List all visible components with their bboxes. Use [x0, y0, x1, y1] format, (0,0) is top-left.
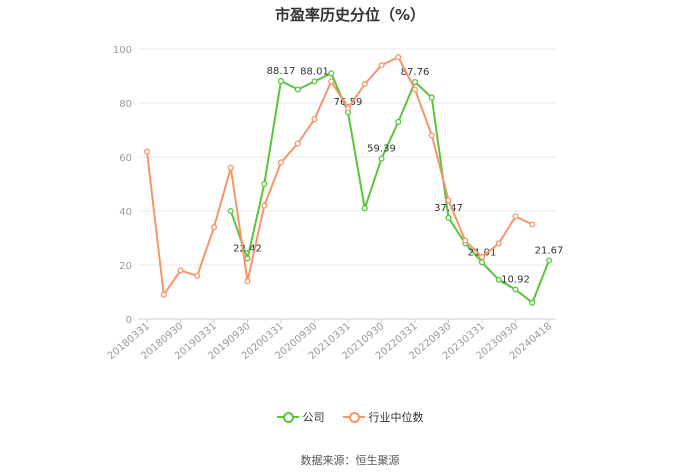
data-label: 21.01 — [468, 247, 497, 258]
y-tick-label: 60 — [119, 153, 132, 164]
data-point-industry — [277, 159, 285, 166]
legend-swatch-company — [276, 411, 299, 423]
data-point-industry — [227, 164, 234, 171]
data-point-industry — [512, 213, 519, 220]
data-point-industry — [529, 221, 536, 228]
y-tick-label: 0 — [126, 315, 132, 326]
data-point-industry — [378, 62, 385, 69]
data-point-company — [294, 86, 301, 93]
series-line-company — [229, 71, 550, 305]
source-note: 数据来源：恒生聚源 — [300, 454, 400, 467]
legend-swatch-industry — [342, 411, 365, 423]
data-point-industry — [294, 140, 301, 147]
data-point-company — [311, 78, 318, 85]
data-point-company — [495, 276, 502, 283]
y-tick-label: 20 — [119, 261, 132, 272]
data-label: 59.39 — [367, 144, 396, 155]
y-tick-label: 80 — [119, 99, 132, 110]
data-point-industry — [495, 240, 502, 247]
legend-label-company: 公司 — [302, 411, 325, 424]
data-point-company — [378, 155, 385, 162]
data-point-company — [244, 255, 251, 262]
legend-item-industry[interactable]: 行业中位数 — [342, 409, 424, 425]
legend-item-company[interactable]: 公司 — [276, 409, 325, 425]
data-point-industry — [445, 197, 452, 204]
data-point-industry — [194, 272, 201, 279]
chart-title: 市盈率历史分位（%） — [274, 6, 426, 24]
data-label: 76.59 — [334, 97, 363, 108]
data-label: 88.01 — [300, 66, 329, 77]
data-point-industry — [261, 202, 268, 209]
data-point-company — [512, 286, 519, 293]
data-point-company — [411, 78, 419, 86]
data-label: 21.67 — [535, 245, 564, 256]
data-point-industry — [210, 224, 218, 231]
data-point-company — [328, 70, 335, 77]
series-line-industry — [146, 55, 533, 298]
data-point-industry — [311, 116, 318, 123]
data-label: 87.76 — [401, 67, 430, 78]
data-point-industry — [160, 291, 167, 298]
data-point-industry — [478, 253, 486, 260]
data-point-company — [395, 118, 402, 125]
y-tick-label: 40 — [119, 207, 132, 218]
data-point-company — [277, 77, 285, 84]
data-point-industry — [143, 148, 151, 155]
data-point-industry — [344, 105, 352, 112]
data-point-industry — [328, 78, 335, 85]
legend[interactable]: 公司 行业中位数 — [0, 409, 700, 425]
data-point-company — [227, 207, 234, 215]
data-point-company — [445, 214, 452, 221]
data-point-industry — [361, 81, 368, 88]
data-label: 22.42 — [233, 243, 262, 254]
data-point-company — [545, 257, 553, 264]
data-point-industry — [177, 267, 184, 274]
data-point-industry — [395, 54, 402, 61]
chart-plot: 0204060801002018033120180930201903312019… — [106, 45, 564, 362]
data-point-company — [529, 299, 536, 306]
data-label: 88.17 — [267, 66, 296, 77]
data-point-industry — [428, 132, 435, 139]
y-tick-label: 100 — [113, 45, 132, 56]
data-label: 10.92 — [501, 275, 530, 286]
legend-label-industry: 行业中位数 — [368, 411, 424, 424]
data-point-industry — [462, 237, 469, 244]
data-label: 37.47 — [434, 203, 463, 214]
data-point-industry — [244, 278, 251, 285]
data-point-company — [261, 180, 268, 188]
data-point-company — [361, 205, 368, 212]
data-point-company — [428, 94, 435, 101]
data-point-industry — [411, 86, 419, 93]
data-point-company — [478, 259, 486, 266]
